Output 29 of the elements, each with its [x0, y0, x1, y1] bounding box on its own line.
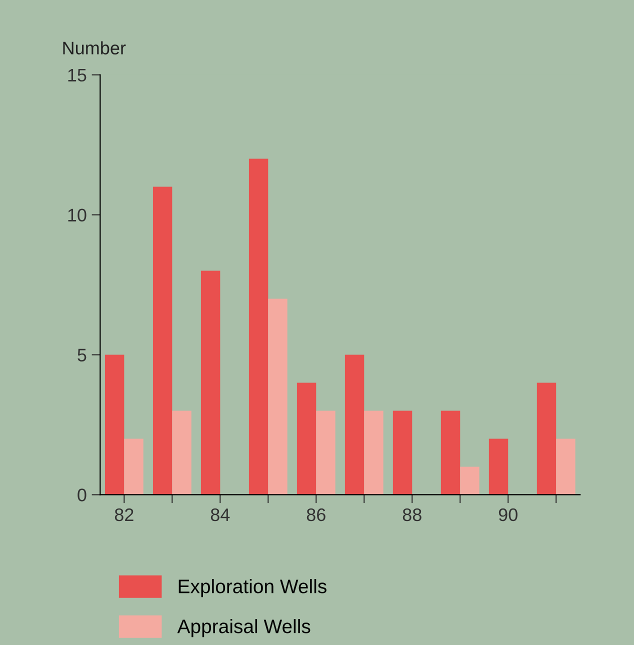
- bar: [316, 410, 336, 495]
- bar: [124, 438, 144, 495]
- x-tick-label: 88: [402, 508, 422, 522]
- bar: [296, 382, 316, 495]
- x-tick-label: 86: [306, 508, 326, 522]
- bar: [152, 186, 172, 495]
- bar: [364, 410, 384, 495]
- x-tick-label: 84: [210, 508, 230, 522]
- bar: [268, 298, 288, 495]
- legend-label: Appraisal Wells: [177, 618, 310, 638]
- bar: [248, 158, 268, 495]
- y-tick-label: 10: [68, 208, 86, 222]
- bar: [440, 410, 460, 495]
- y-tick-label: 15: [68, 68, 86, 82]
- bar: [556, 438, 576, 495]
- bar: [344, 354, 364, 495]
- legend-label: Exploration Wells: [178, 579, 326, 598]
- bar: [200, 270, 220, 495]
- x-tick-label: 82: [114, 508, 134, 522]
- bar: [460, 466, 480, 495]
- bar: [104, 354, 124, 495]
- y-axis-title: Number: [63, 41, 126, 54]
- bar: [536, 382, 556, 495]
- y-tick-label: 5: [78, 348, 86, 362]
- x-tick-label: 90: [498, 508, 518, 522]
- bar: [488, 438, 508, 495]
- bar: [172, 410, 192, 495]
- y-tick-label: 0: [78, 488, 86, 502]
- bar: [392, 410, 412, 495]
